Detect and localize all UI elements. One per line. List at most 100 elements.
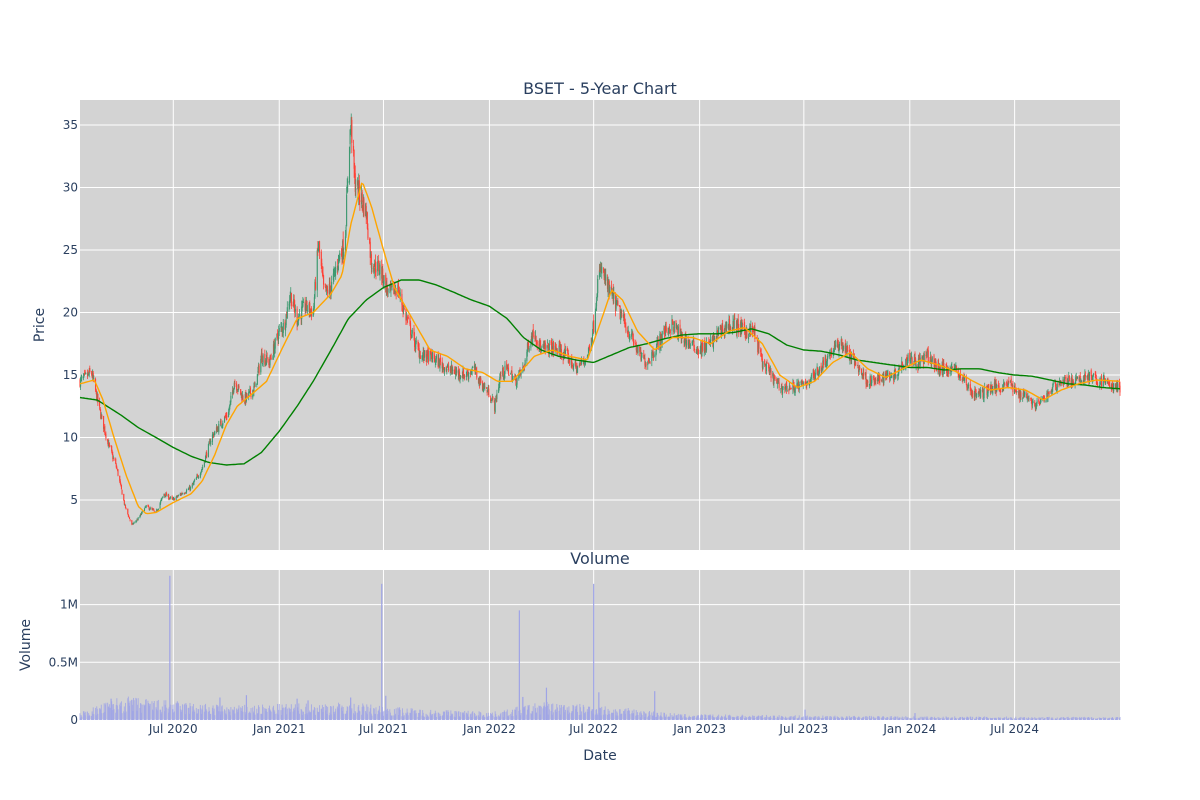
- volume-bar: [566, 707, 568, 720]
- volume-bar: [108, 704, 110, 720]
- volume-bar: [761, 715, 763, 720]
- volume-bar: [260, 713, 262, 720]
- candle-body: [813, 374, 815, 377]
- candle-body: [350, 130, 352, 132]
- candle-body: [92, 373, 94, 378]
- candle-body: [165, 492, 167, 496]
- volume-bar: [141, 712, 143, 720]
- x-tick-label: Jul 2022: [568, 722, 618, 736]
- volume-bar: [463, 712, 465, 720]
- volume-bar: [310, 712, 312, 720]
- candle-body: [196, 475, 199, 476]
- volume-bar: [925, 716, 927, 720]
- candle-body: [156, 509, 158, 511]
- volume-bar: [127, 698, 129, 720]
- candle-body: [351, 119, 353, 143]
- candle-body: [607, 281, 609, 292]
- candle-body: [836, 341, 838, 347]
- volume-bar: [735, 717, 737, 720]
- volume-bar: [338, 704, 340, 720]
- volume-bar: [886, 717, 888, 720]
- candle-body: [864, 373, 867, 376]
- candle-body: [157, 509, 159, 511]
- volume-bar: [256, 713, 258, 720]
- candle-body: [209, 440, 211, 442]
- volume-bar: [244, 704, 246, 720]
- candle-body: [794, 387, 796, 393]
- candle-body: [1027, 396, 1029, 401]
- volume-bar: [281, 704, 283, 720]
- candle-body: [135, 521, 137, 523]
- candle-body: [502, 367, 504, 377]
- volume-bar: [1002, 718, 1004, 720]
- candle-body: [669, 329, 671, 333]
- candle-body: [995, 383, 997, 393]
- volume-bar: [617, 715, 619, 720]
- candle-body: [833, 345, 835, 352]
- volume-bar: [151, 701, 153, 720]
- candle-body: [993, 382, 996, 388]
- candle-body: [974, 389, 976, 397]
- candle-body: [435, 358, 437, 362]
- volume-bar: [85, 711, 87, 720]
- candle-body: [848, 349, 850, 359]
- candle-body: [692, 339, 694, 342]
- volume-bar: [168, 712, 170, 720]
- candle-body: [352, 145, 355, 152]
- volume-bar: [488, 715, 490, 720]
- volume-bar: [402, 712, 404, 720]
- candle-body: [298, 314, 300, 316]
- volume-bar: [927, 717, 929, 720]
- volume-bar: [854, 715, 856, 720]
- volume-bar: [591, 709, 593, 720]
- volume-bar: [889, 716, 891, 720]
- volume-bar: [524, 705, 526, 720]
- candle-body: [923, 353, 925, 364]
- volume-bar: [520, 713, 522, 720]
- volume-bar: [879, 718, 881, 720]
- volume-bar: [809, 716, 811, 720]
- volume-bar: [889, 718, 891, 720]
- candle-body: [701, 342, 704, 351]
- candle-body: [951, 366, 953, 370]
- volume-bar: [939, 718, 941, 720]
- volume-bar: [362, 703, 364, 720]
- candle-body: [224, 417, 226, 418]
- volume-bar: [843, 718, 845, 720]
- volume-bar: [861, 718, 863, 720]
- volume-bar: [155, 707, 157, 720]
- candle-body: [343, 252, 345, 257]
- candle-body: [105, 433, 107, 439]
- candle-body: [510, 371, 512, 373]
- volume-bar: [895, 716, 897, 720]
- volume-bar: [733, 717, 735, 720]
- volume-bar: [688, 715, 690, 720]
- volume-bar: [981, 718, 983, 720]
- volume-bar: [930, 717, 932, 720]
- candle-body: [981, 390, 983, 392]
- candle-body: [382, 283, 385, 285]
- candle-body: [131, 520, 133, 525]
- candle-body: [878, 375, 880, 381]
- volume-bar: [515, 707, 517, 720]
- candle-body: [467, 372, 469, 375]
- volume-bar: [201, 713, 203, 720]
- volume-bar: [290, 704, 292, 720]
- volume-bar: [802, 716, 804, 720]
- candle-body: [704, 347, 706, 351]
- candle-body: [745, 332, 747, 337]
- candle-body: [743, 322, 746, 331]
- volume-bar: [587, 711, 589, 720]
- volume-bar: [808, 717, 810, 720]
- volume-bar: [847, 717, 849, 720]
- volume-bar: [111, 704, 113, 720]
- candle-body: [354, 170, 356, 175]
- candle-body: [995, 382, 997, 391]
- candle-body: [595, 301, 598, 307]
- volume-bar: [1107, 718, 1109, 720]
- volume-bar: [631, 713, 633, 720]
- candle-body: [853, 356, 856, 366]
- volume-bar: [116, 705, 118, 720]
- candle-body: [347, 181, 349, 184]
- volume-bar: [797, 717, 799, 720]
